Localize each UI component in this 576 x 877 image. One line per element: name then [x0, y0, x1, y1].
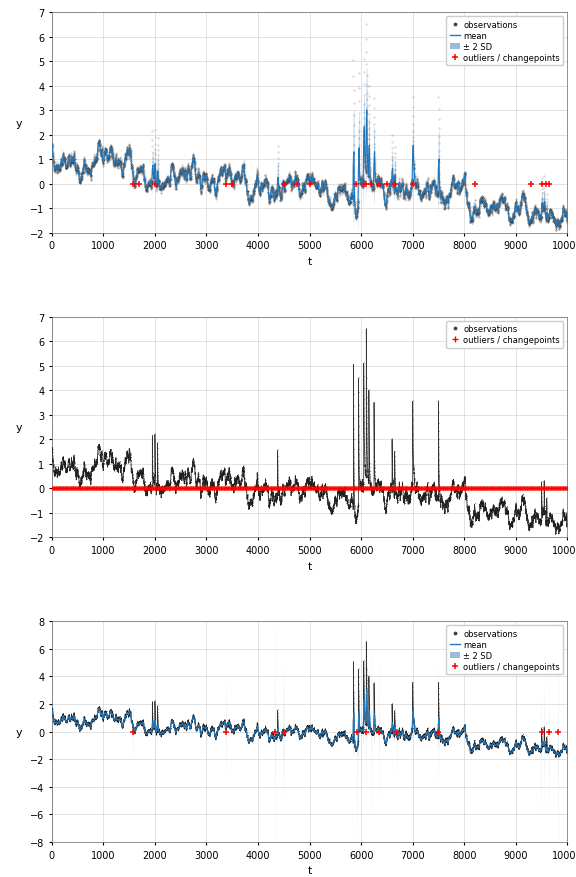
Legend: observations, mean, ± 2 SD, outliers / changepoints: observations, mean, ± 2 SD, outliers / c…	[446, 18, 563, 66]
Legend: observations, outliers / changepoints: observations, outliers / changepoints	[446, 322, 563, 348]
Y-axis label: y: y	[16, 423, 22, 432]
Legend: observations, mean, ± 2 SD, outliers / changepoints: observations, mean, ± 2 SD, outliers / c…	[446, 625, 563, 674]
X-axis label: t: t	[308, 561, 312, 571]
Y-axis label: y: y	[16, 118, 22, 128]
X-axis label: t: t	[308, 865, 312, 875]
X-axis label: t: t	[308, 257, 312, 267]
Y-axis label: y: y	[16, 727, 22, 737]
